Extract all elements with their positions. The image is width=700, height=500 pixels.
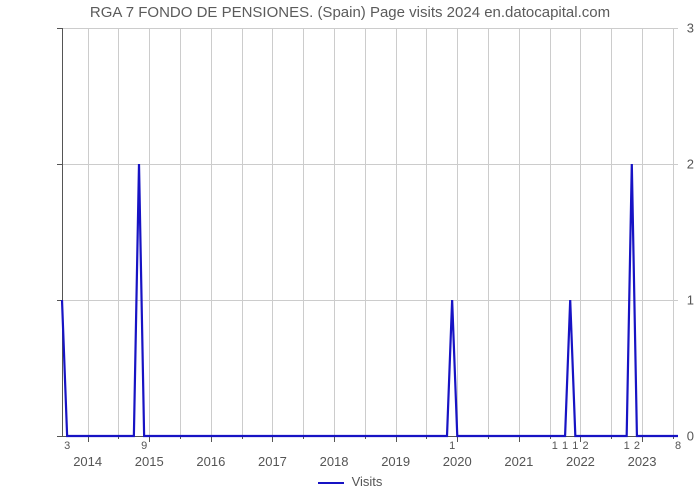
value-label: 2 [634, 440, 640, 452]
line-svg [62, 28, 678, 438]
value-label: 3 [64, 440, 70, 452]
value-label: 2 [583, 440, 589, 452]
xtick-label: 2020 [443, 454, 472, 469]
xtick-label: 2018 [320, 454, 349, 469]
value-label: 1 [624, 440, 630, 452]
value-label: 1 [449, 440, 455, 452]
legend-swatch [318, 482, 344, 484]
chart-title: RGA 7 FONDO DE PENSIONES. (Spain) Page v… [0, 4, 700, 21]
value-label: 1 [552, 440, 558, 452]
xtick-label: 2023 [628, 454, 657, 469]
legend: Visits [0, 474, 700, 489]
visits-line [62, 164, 678, 436]
ytick-label: 3 [632, 21, 700, 36]
value-label: 9 [141, 440, 147, 452]
visits-chart: RGA 7 FONDO DE PENSIONES. (Spain) Page v… [0, 0, 700, 500]
xtick-label: 2017 [258, 454, 287, 469]
value-label: 1 [572, 440, 578, 452]
legend-label: Visits [352, 474, 383, 489]
ytick-label: 2 [632, 157, 700, 172]
ytick-label: 1 [632, 293, 700, 308]
xtick-label: 2014 [73, 454, 102, 469]
plot-area [62, 28, 678, 436]
xtick-label: 2015 [135, 454, 164, 469]
value-label: 8 [675, 440, 681, 452]
value-label: 1 [562, 440, 568, 452]
xtick-label: 2022 [566, 454, 595, 469]
ytick-label: 0 [632, 429, 700, 444]
xtick-label: 2021 [504, 454, 533, 469]
xtick-label: 2016 [196, 454, 225, 469]
xtick-label: 2019 [381, 454, 410, 469]
